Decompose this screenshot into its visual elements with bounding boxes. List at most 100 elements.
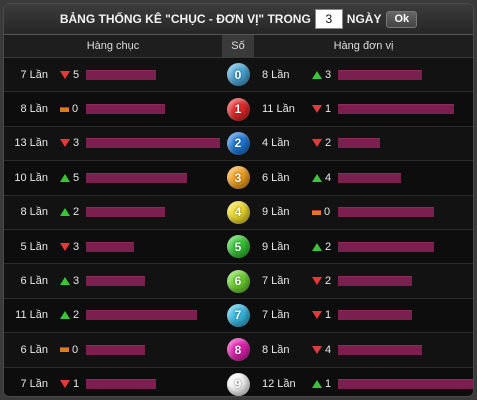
- trend-down-icon: [312, 345, 322, 354]
- tens-trend-value: 1: [73, 378, 80, 391]
- table-row: 5 Lần 3 5 9 Lần 2: [4, 229, 473, 265]
- digit-ball-icon: 9: [226, 372, 250, 396]
- tens-bar: [86, 69, 156, 80]
- units-count: 9 Lần: [262, 206, 290, 219]
- tens-bar-track: [86, 276, 222, 287]
- digit-ball-icon: 5: [226, 235, 250, 259]
- days-label: NGÀY: [346, 12, 382, 26]
- units-trend-value: 4: [325, 343, 332, 356]
- tens-bar-track: [86, 379, 222, 390]
- tens-count: 7 Lần: [20, 68, 48, 81]
- digit-cell: 8: [222, 338, 254, 362]
- tens-trend: 0: [54, 103, 86, 115]
- tens-bar: [86, 379, 156, 390]
- units-trend: 4: [306, 344, 338, 356]
- trend-same-icon: [60, 347, 69, 353]
- units-bar-track: [338, 344, 473, 355]
- trend-up-icon: [312, 380, 322, 389]
- units-trend: 4: [306, 172, 338, 184]
- table-row: 7 Lần 5 0 8 Lần 3: [4, 58, 473, 93]
- tens-count: 13 Lần: [14, 137, 48, 150]
- tens-bar: [86, 104, 166, 115]
- units-count: 8 Lần: [262, 343, 290, 356]
- units-trend: 2: [306, 137, 338, 149]
- header-units: Hàng đơn vị: [333, 40, 394, 52]
- digit-cell: 3: [222, 166, 254, 190]
- tens-trend: 2: [54, 309, 86, 321]
- header-digit: Số: [222, 35, 254, 57]
- digit-cell: 6: [222, 269, 254, 293]
- tens-trend-value: 2: [73, 309, 80, 322]
- units-count: 6 Lần: [262, 171, 290, 184]
- units-count: 9 Lần: [262, 240, 290, 253]
- units-count: 12 Lần: [262, 378, 296, 391]
- digit-cell: 9: [222, 372, 254, 396]
- tens-count: 8 Lần: [20, 103, 48, 116]
- table-row: 13 Lần 3 2 4 Lần 2: [4, 127, 473, 162]
- days-input[interactable]: [314, 9, 343, 29]
- units-count: 7 Lần: [262, 309, 290, 322]
- tens-count: 7 Lần: [20, 378, 48, 391]
- units-bar-track: [338, 104, 473, 115]
- tens-bar: [86, 241, 135, 252]
- tens-bar-track: [86, 344, 222, 355]
- table-row: 7 Lần 1 9 12 Lần 1: [4, 367, 473, 396]
- tens-trend: 0: [54, 344, 86, 356]
- units-trend-value: 1: [325, 103, 332, 116]
- units-bar: [338, 207, 434, 218]
- tens-trend-value: 5: [73, 171, 80, 184]
- units-trend-value: 2: [325, 240, 332, 253]
- units-bar-track: [338, 172, 473, 183]
- tens-trend: 3: [54, 241, 86, 253]
- tens-trend: 3: [54, 275, 86, 287]
- tens-bar: [86, 276, 145, 287]
- tens-trend-value: 5: [73, 68, 80, 81]
- units-trend-value: 1: [325, 309, 332, 322]
- tens-trend-value: 0: [72, 103, 79, 116]
- digit-ball-icon: 6: [226, 269, 250, 293]
- units-bar: [338, 344, 422, 355]
- tens-trend: 5: [54, 172, 86, 184]
- trend-down-icon: [312, 277, 322, 286]
- units-trend: 1: [306, 309, 338, 321]
- tens-trend-value: 3: [73, 275, 80, 288]
- tens-bar: [86, 172, 187, 183]
- stats-table-body: 7 Lần 5 0 8 Lần 3 8 Lần 0 1 11 Lần 1 13 Lần 3 2 4 Lần…: [4, 58, 473, 396]
- units-trend: 0: [306, 206, 338, 218]
- units-bar: [338, 138, 380, 149]
- units-bar-track: [338, 379, 473, 390]
- units-bar: [338, 104, 455, 115]
- units-bar-track: [338, 241, 473, 252]
- units-trend: 1: [306, 103, 338, 115]
- units-bar-track: [338, 207, 473, 218]
- units-trend-value: 3: [325, 68, 332, 81]
- tens-trend-value: 2: [73, 206, 80, 219]
- units-trend: 2: [306, 275, 338, 287]
- digit-ball-icon: 8: [226, 338, 250, 362]
- digit-ball-icon: 4: [226, 200, 250, 224]
- trend-up-icon: [312, 242, 322, 251]
- tens-count: 11 Lần: [15, 309, 48, 322]
- ok-button[interactable]: Ok: [386, 10, 418, 28]
- trend-up-icon: [312, 70, 322, 79]
- tens-bar: [86, 310, 198, 321]
- tens-trend-value: 0: [72, 343, 79, 356]
- units-trend: 3: [306, 69, 338, 81]
- tens-count: 6 Lần: [20, 343, 48, 356]
- units-bar: [338, 310, 413, 321]
- units-bar-track: [338, 276, 473, 287]
- trend-same-icon: [312, 209, 321, 215]
- trend-up-icon: [60, 311, 70, 320]
- tens-count: 8 Lần: [20, 206, 48, 219]
- tens-trend-value: 3: [73, 137, 80, 150]
- title-text: BẢNG THỐNG KÊ "CHỤC - ĐƠN VỊ" TRONG: [59, 12, 311, 26]
- trend-up-icon: [312, 173, 322, 182]
- digit-cell: 7: [222, 303, 254, 327]
- digit-cell: 5: [222, 235, 254, 259]
- tens-bar: [86, 344, 145, 355]
- tens-bar: [86, 207, 166, 218]
- trend-same-icon: [60, 106, 69, 112]
- units-bar: [338, 172, 402, 183]
- tens-count: 5 Lần: [20, 240, 48, 253]
- digit-cell: 2: [222, 131, 254, 155]
